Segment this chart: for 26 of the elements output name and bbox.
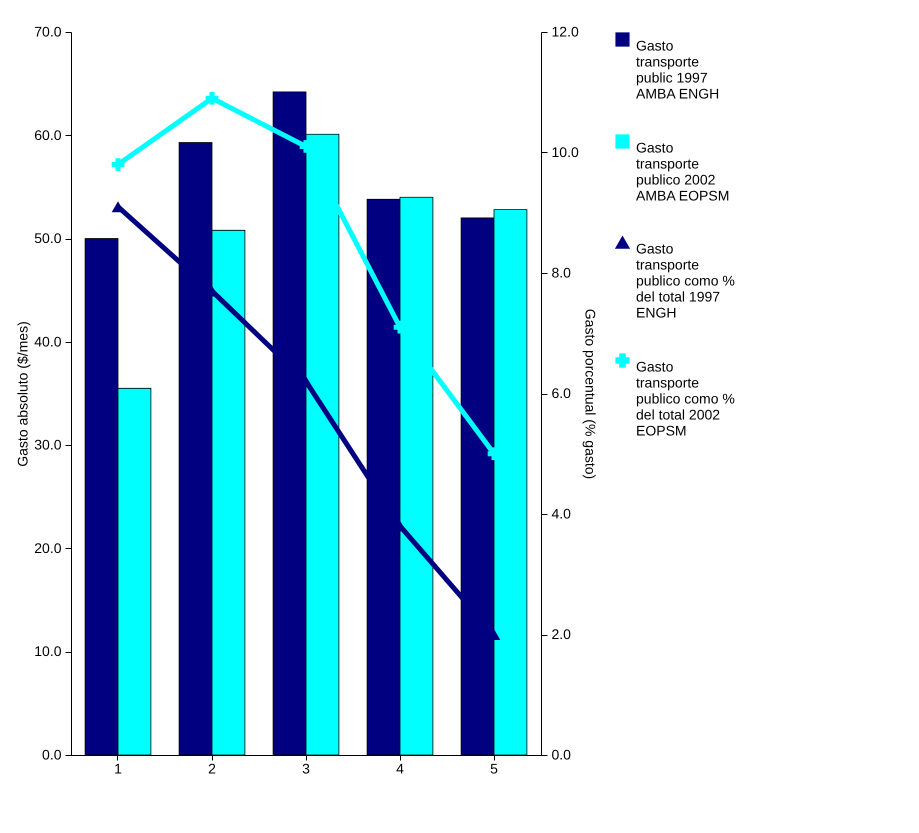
y-tick-label: 70.0 [34, 24, 62, 40]
y-tick-label: 20.0 [34, 540, 62, 556]
y-tick-label: 50.0 [34, 230, 62, 246]
legend-label: Gasto transporte publico como % del total 1997 ENGH [636, 240, 735, 320]
y-axis-title: Gasto absoluto ($/mes) [14, 321, 30, 467]
y-tick-label: 10.0 [34, 643, 62, 660]
y-tick-label: 30.0 [34, 436, 62, 453]
y2-axis-title: Gasto porcentual (% gasto) [582, 308, 599, 480]
x-tick-label: 4 [396, 760, 404, 776]
y2-tick-label: 0.0 [552, 746, 572, 762]
y2-tick-label: 4.0 [552, 506, 572, 522]
x-tick-label: 3 [302, 760, 310, 776]
legend-label: Gasto transporte publico 2002 AMBA EOPSM [636, 140, 730, 204]
y2-tick-label: 12.0 [552, 24, 579, 40]
legend-label: Gasto transporte publico como % del total 2002 EOPSM [636, 358, 735, 438]
y-tick-label: 60.0 [34, 126, 62, 143]
y-tick-label: 40.0 [34, 333, 62, 350]
legend-label: Gasto transporte public 1997 AMBA ENGH [636, 38, 720, 102]
y2-tick-label: 10.0 [552, 144, 579, 160]
y2-tick-label: 6.0 [552, 385, 572, 401]
x-tick-label: 2 [208, 760, 216, 776]
x-tick-label: 1 [114, 760, 122, 776]
y2-tick-label: 8.0 [552, 264, 572, 280]
y-tick-label: 0.0 [42, 746, 62, 762]
y2-tick-label: 2.0 [552, 626, 572, 642]
x-tick-label: 5 [490, 760, 498, 776]
